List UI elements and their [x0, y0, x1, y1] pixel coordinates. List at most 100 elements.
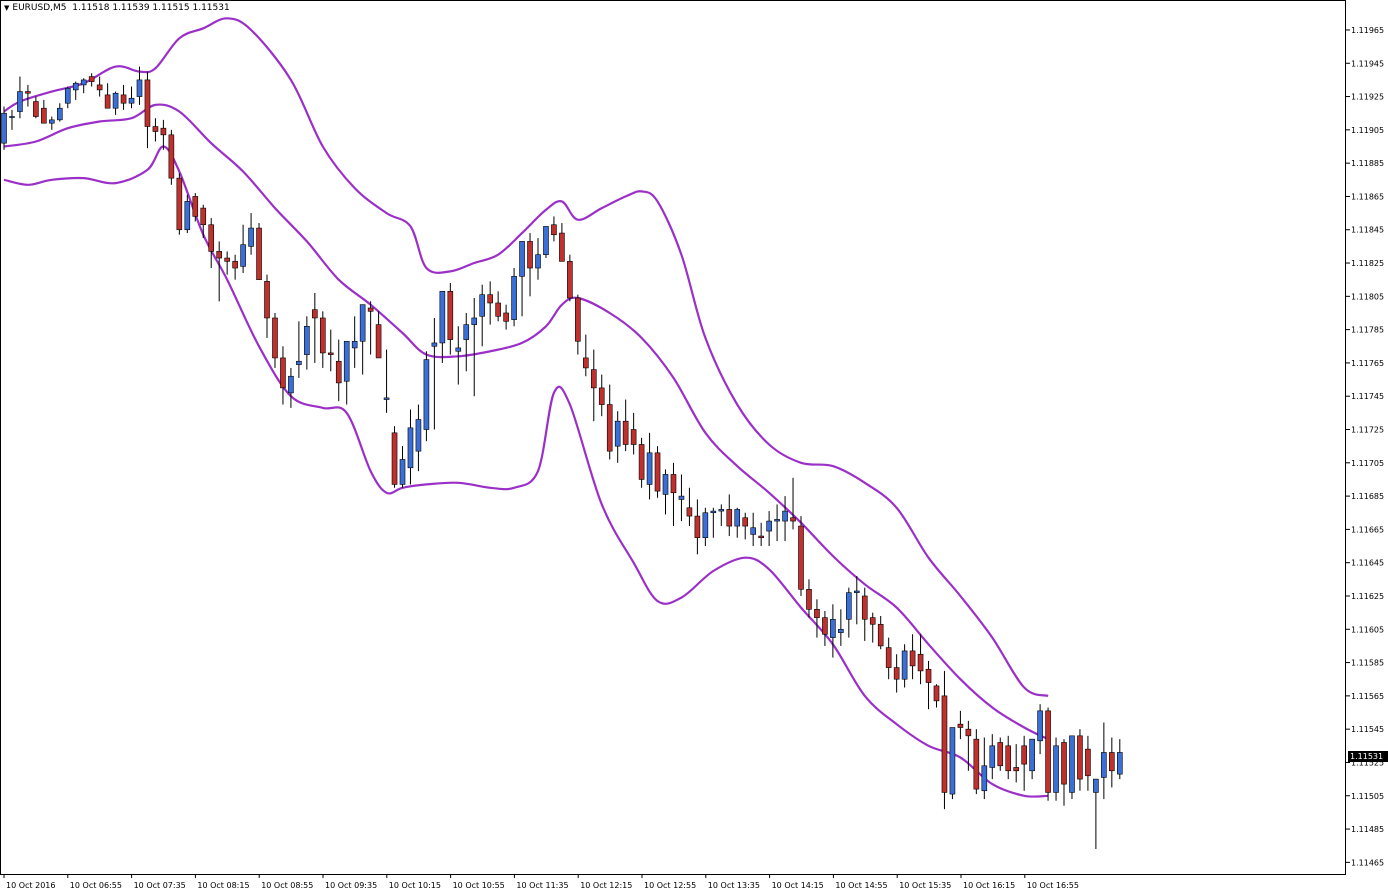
candle-bear: [670, 474, 677, 494]
candle-bear: [319, 317, 326, 354]
candle-bull: [17, 91, 23, 112]
candle-bull: [296, 360, 302, 365]
price-tick-label: 1.11545: [1351, 725, 1384, 734]
candle-bear: [224, 257, 230, 262]
candle-bear: [272, 317, 278, 359]
candle-bull: [678, 495, 685, 500]
candle-bear: [88, 76, 95, 82]
candle-bull: [989, 745, 996, 768]
candle-bear: [567, 261, 573, 299]
candle-bear: [527, 241, 533, 269]
candle-bear: [726, 509, 733, 527]
candle-bull: [184, 201, 191, 231]
candle-bear: [375, 324, 382, 359]
candle-bull: [949, 727, 956, 795]
candle-bear: [1045, 710, 1051, 793]
candle-bull: [1101, 752, 1107, 778]
candle-bull: [399, 459, 406, 485]
price-tick-label: 1.11585: [1351, 659, 1384, 668]
time-tick-label: 10 Oct 12:55: [644, 881, 696, 890]
candle-bear: [232, 261, 238, 269]
candle-bear: [160, 127, 167, 136]
candle-bull: [1037, 710, 1043, 742]
candle-bear: [551, 224, 557, 236]
candle-bull: [359, 304, 366, 342]
candle-bull: [248, 227, 254, 247]
candle-bull: [750, 527, 756, 535]
bollinger-middle-band: [3, 103, 1049, 741]
candle-bull: [662, 474, 669, 495]
candle-bull: [383, 397, 390, 400]
price-tick-label: 1.11485: [1351, 825, 1384, 834]
candle-bull: [49, 119, 55, 124]
chart-menu-arrow-icon[interactable]: ▼: [4, 4, 10, 12]
candle-bull: [614, 420, 621, 447]
candle-bull: [535, 254, 541, 269]
price-tick-label: 1.11865: [1351, 192, 1384, 201]
candle-bear: [917, 653, 924, 672]
time-tick-label: 10 Oct 16:55: [1027, 881, 1079, 890]
candle-bull: [1117, 752, 1123, 775]
candle-bear: [861, 595, 868, 620]
candle-bear: [798, 525, 804, 590]
time-tick-label: 10 Oct 16:15: [963, 881, 1015, 890]
candle-bull: [702, 512, 709, 539]
candle-bull: [343, 340, 350, 382]
candle-bull: [479, 294, 486, 317]
plot-area-frame: [0, 0, 1346, 875]
candle-bear: [144, 79, 151, 127]
candle-bear: [590, 369, 597, 389]
time-tick-label: 10 Oct 07:35: [134, 881, 186, 890]
candle-bull: [1053, 745, 1059, 793]
candle-bear: [622, 420, 629, 445]
candle-bear: [742, 517, 749, 527]
candle-bear: [1085, 748, 1091, 777]
candle-bear: [367, 307, 374, 312]
price-tick-label: 1.11525: [1351, 758, 1384, 767]
candle-bull: [830, 618, 836, 638]
candle-bear: [1061, 742, 1067, 785]
candle-bear: [877, 623, 884, 647]
candle-bull: [431, 342, 438, 347]
candle-bear: [559, 232, 565, 262]
candle-bear: [1109, 752, 1115, 772]
time-tick-label: 10 Oct 11:35: [516, 881, 568, 890]
symbol-label: EURUSD,M5: [12, 3, 67, 13]
candle-bull: [72, 82, 79, 91]
candle-bear: [909, 650, 916, 667]
candle-bull: [351, 340, 358, 349]
candle-bull: [304, 325, 310, 355]
price-tick-label: 1.11785: [1351, 326, 1384, 335]
time-tick-label: 10 Oct 06:55: [70, 881, 122, 890]
candle-bear: [583, 357, 589, 369]
candle-bear: [447, 291, 454, 340]
candle-bear: [104, 94, 111, 109]
candle-bull: [455, 347, 462, 352]
candle-bull: [838, 628, 844, 633]
price-axis: 1.11965 1.11945 1.11925 1.11905 1.11885 1.118…: [1346, 26, 1384, 867]
price-tick-label: 1.11905: [1351, 126, 1384, 135]
time-tick-label: 10 Oct 10:15: [389, 881, 441, 890]
candle-bull: [136, 79, 143, 97]
candle-bear: [814, 609, 820, 618]
price-tick-label: 1.11745: [1351, 392, 1384, 401]
candle-bull: [511, 276, 517, 320]
price-tick-label: 1.11845: [1351, 226, 1384, 235]
candle-bear: [630, 429, 637, 445]
candle-bear: [1013, 767, 1019, 772]
candle-bull: [782, 510, 788, 522]
symbol-info-bar: ▼ EURUSD,M5 1.11518 1.11539 1.11515 1.115…: [4, 3, 230, 13]
candle-bear: [487, 294, 493, 304]
candle-bear: [941, 695, 948, 793]
candle-bull: [774, 519, 780, 522]
candle-bull: [128, 97, 135, 104]
candle-bull: [463, 324, 470, 340]
candle-bull: [1, 112, 7, 144]
candle-bear: [264, 281, 270, 319]
candle-bear: [1005, 745, 1012, 772]
candle-bull: [766, 520, 772, 532]
last-price-tag: 1.11531: [1348, 751, 1388, 762]
price-tick-label: 1.11665: [1351, 525, 1384, 534]
candle-bull: [64, 87, 71, 104]
